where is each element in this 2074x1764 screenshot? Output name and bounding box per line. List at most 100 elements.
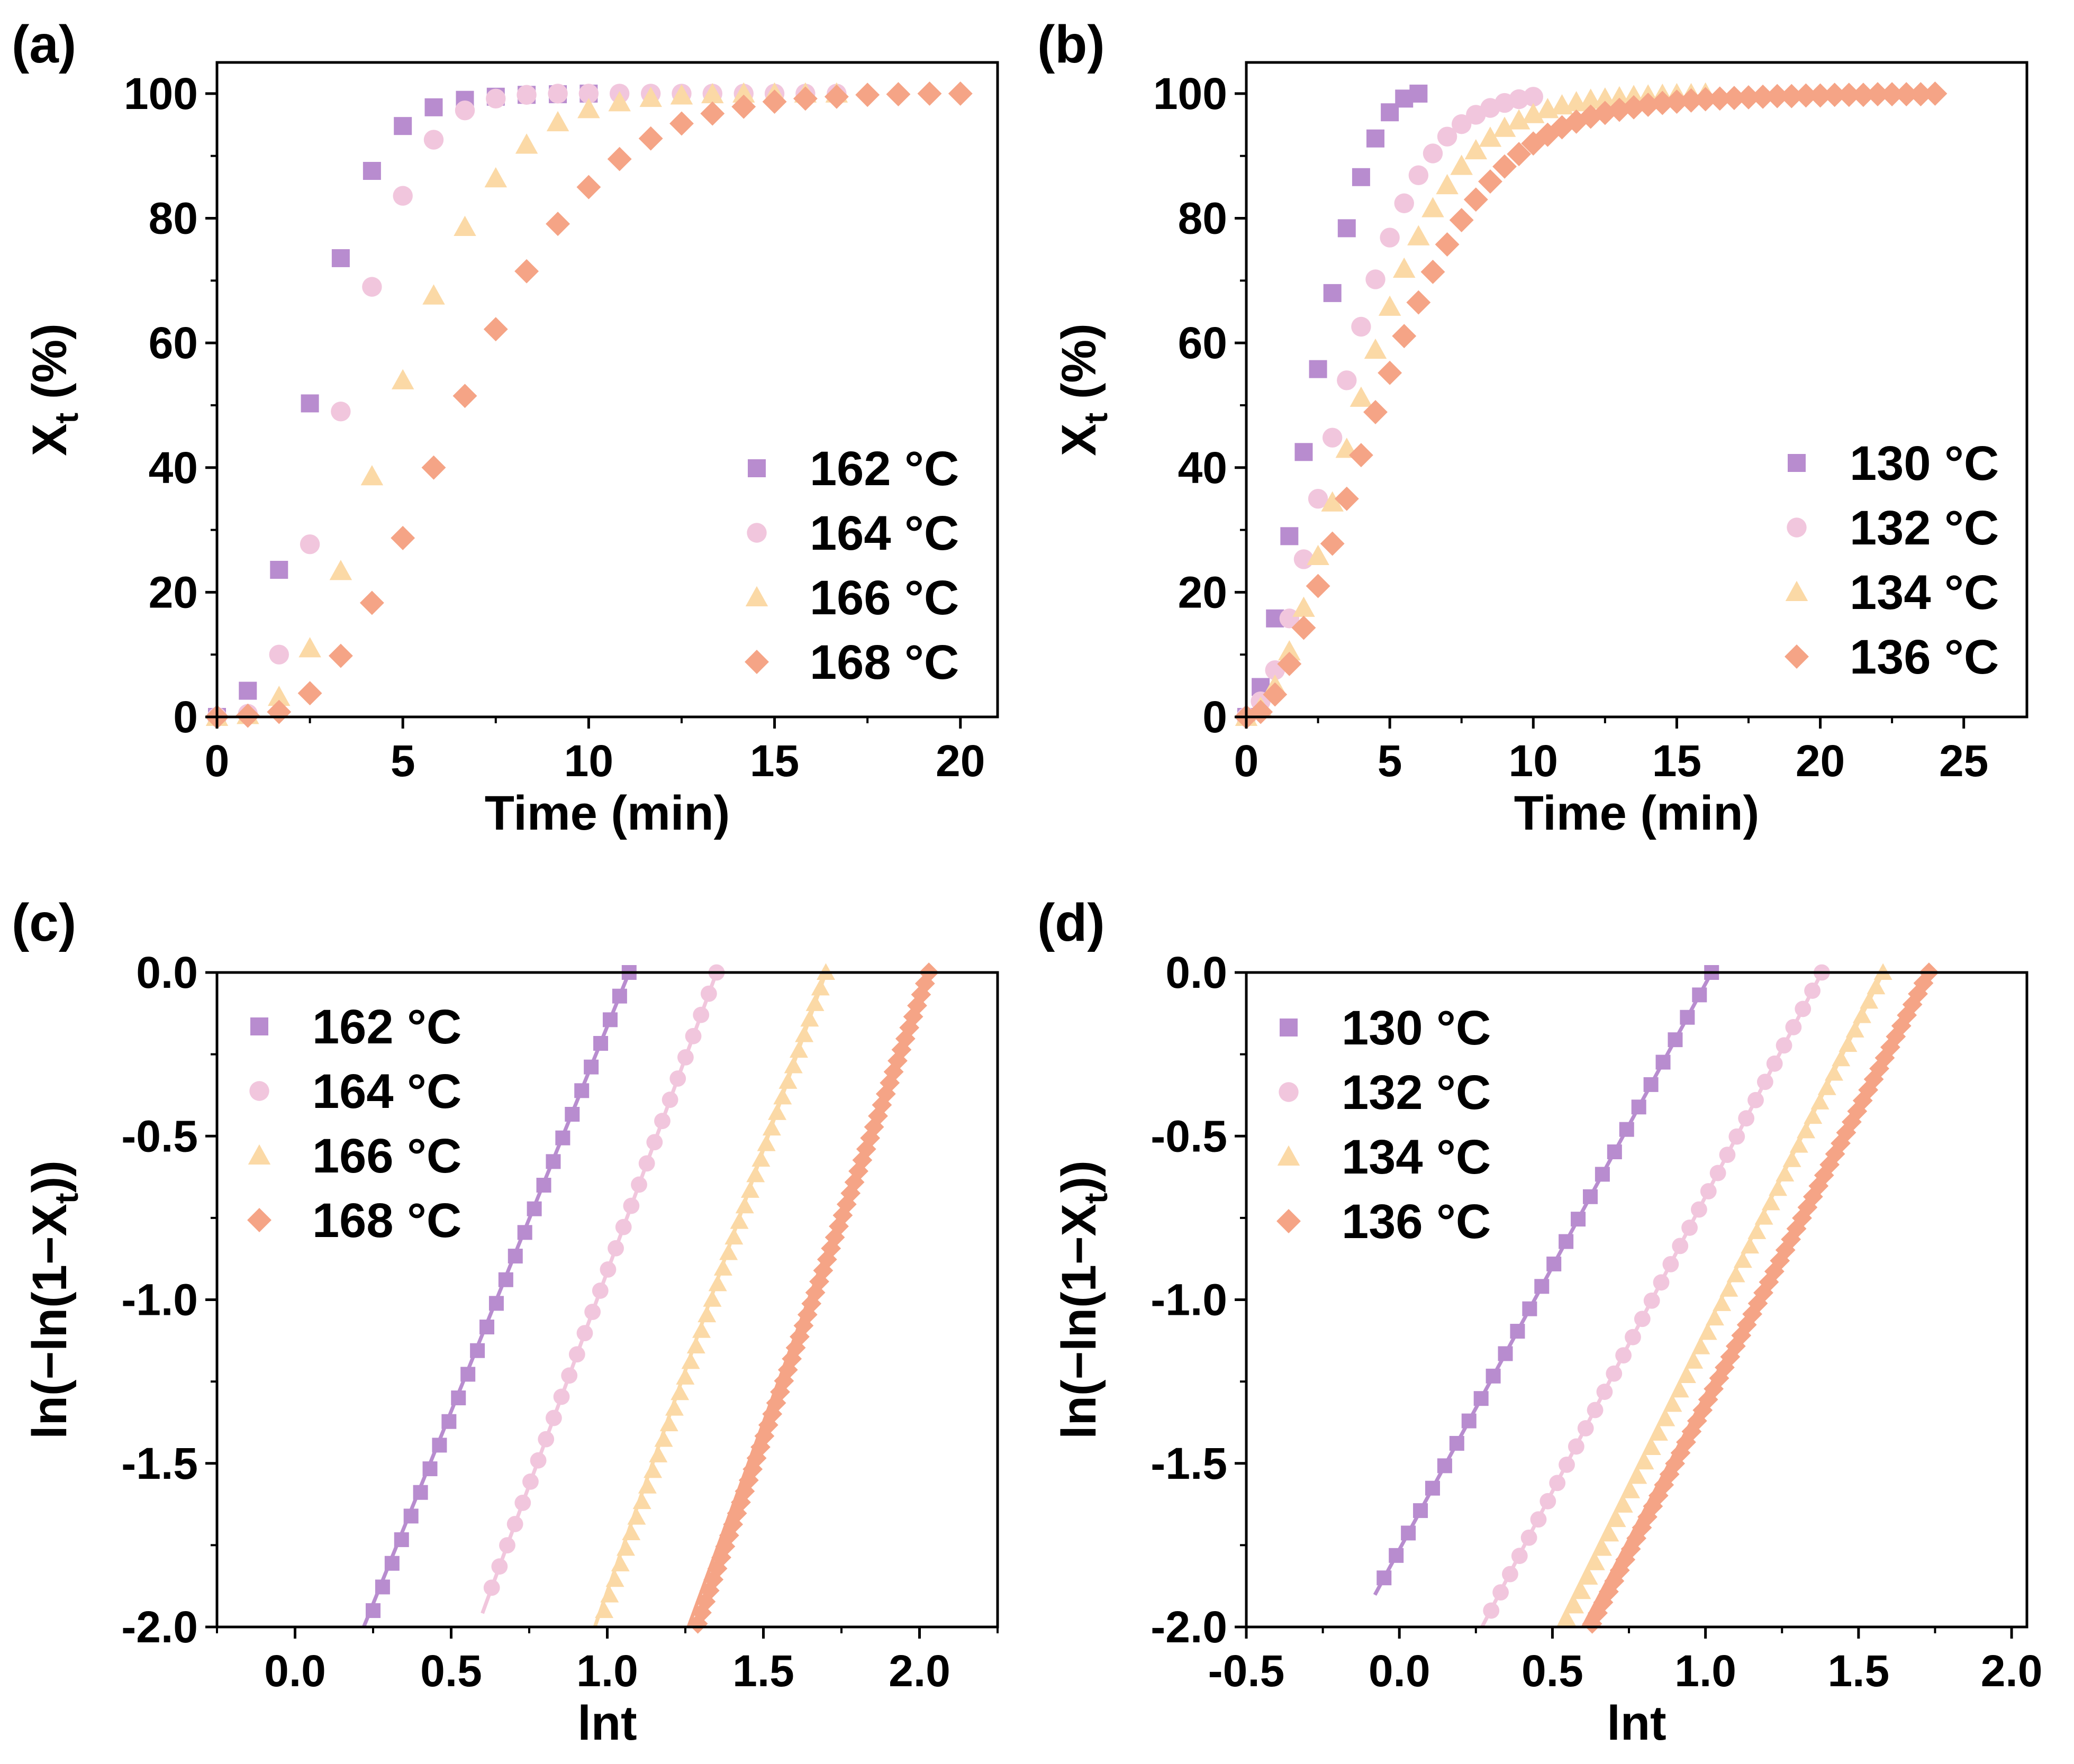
data-point — [1782, 1150, 1801, 1167]
data-point — [700, 985, 717, 1002]
legend-marker — [1785, 580, 1808, 601]
data-point — [538, 1431, 555, 1448]
data-point — [1747, 1092, 1764, 1108]
data-point — [793, 1315, 814, 1336]
data-point — [1622, 1481, 1641, 1498]
x-tick-label: 2.0 — [889, 1646, 950, 1696]
plot-frame — [215, 61, 999, 719]
x-tick-label: 0 — [1234, 736, 1259, 786]
data-point — [825, 1227, 845, 1248]
data-point — [536, 1178, 551, 1193]
data-point — [813, 1260, 834, 1281]
data-point — [1607, 1510, 1626, 1527]
data-point — [1337, 370, 1357, 390]
data-point — [1810, 1093, 1830, 1110]
x-axis-label: lnt — [1607, 1696, 1666, 1750]
data-point — [1604, 1571, 1625, 1592]
data-point — [732, 82, 755, 103]
data-point — [1751, 84, 1776, 109]
data-point — [1738, 1110, 1755, 1127]
data-point — [1571, 1212, 1586, 1227]
data-point — [1845, 1021, 1864, 1038]
x-tick-label: 5 — [1378, 736, 1402, 786]
data-point — [1836, 1122, 1856, 1143]
data-point — [751, 1150, 771, 1167]
data-point — [1785, 1019, 1802, 1035]
data-point — [1294, 443, 1313, 461]
data-point — [1376, 1570, 1392, 1586]
data-point — [1769, 1179, 1788, 1196]
data-point — [1279, 608, 1300, 629]
data-point — [1510, 1324, 1525, 1339]
data-point — [331, 249, 350, 267]
data-point — [864, 1117, 884, 1137]
y-tick-label: -1.5 — [1151, 1439, 1227, 1488]
data-point — [452, 384, 477, 408]
data-point — [662, 1092, 678, 1108]
data-point — [1539, 1493, 1556, 1510]
data-point — [1923, 81, 1948, 106]
data-point — [1352, 168, 1370, 186]
data-point — [499, 1537, 515, 1553]
data-point — [1804, 983, 1821, 999]
data-point — [545, 1410, 562, 1426]
data-point — [1705, 1308, 1724, 1326]
data-point — [546, 1154, 561, 1169]
y-tick-label: 0 — [173, 692, 198, 742]
data-point — [483, 1579, 500, 1596]
data-point — [1908, 82, 1933, 107]
data-point — [300, 534, 320, 554]
data-point — [1709, 1368, 1729, 1388]
data-point — [795, 1025, 814, 1042]
data-point — [754, 1426, 775, 1447]
data-point — [805, 1283, 826, 1303]
legend-label: 136 °C — [1342, 1195, 1491, 1249]
data-point — [1692, 1400, 1713, 1421]
data-point — [1672, 1238, 1689, 1254]
panel-d-label: (d) — [1037, 893, 1105, 952]
x-tick-label: -0.5 — [1208, 1646, 1285, 1696]
data-point — [1656, 1410, 1675, 1426]
y-tick-label: -2.0 — [121, 1602, 198, 1652]
data-point — [1348, 443, 1373, 468]
data-point — [1278, 640, 1301, 661]
data-point — [1599, 1581, 1619, 1602]
data-point — [1483, 1602, 1500, 1619]
data-point — [269, 644, 289, 665]
data-point — [766, 1393, 786, 1413]
data-point — [1847, 1101, 1868, 1122]
data-point — [1642, 1438, 1661, 1456]
data-point — [1408, 165, 1429, 185]
legend-label: 166 °C — [810, 571, 959, 625]
data-point — [1867, 977, 1886, 995]
data-point — [1719, 1147, 1736, 1163]
data-point — [1654, 1475, 1674, 1495]
data-point — [773, 1087, 792, 1105]
data-point — [719, 1243, 738, 1260]
data-point — [1722, 86, 1746, 111]
data-point — [1292, 596, 1315, 617]
data-point — [1308, 488, 1328, 509]
data-point — [486, 88, 506, 109]
data-point — [1323, 284, 1342, 302]
data-point — [1681, 1220, 1698, 1236]
data-point — [553, 1388, 570, 1405]
data-point — [911, 984, 931, 1005]
x-tick-label: 5 — [391, 736, 415, 786]
data-point — [782, 1349, 802, 1369]
data-point — [514, 1494, 531, 1511]
y-tick-label: -1.0 — [121, 1275, 198, 1325]
data-point — [1307, 544, 1329, 566]
data-point — [638, 1477, 657, 1494]
data-point — [1558, 1611, 1577, 1628]
data-point — [1869, 1058, 1889, 1079]
data-point — [1662, 1256, 1679, 1272]
data-point — [707, 1558, 728, 1579]
data-point — [1709, 1165, 1726, 1181]
data-point — [1753, 1283, 1773, 1303]
x-tick-label: 15 — [1652, 736, 1701, 786]
data-point — [1479, 126, 1502, 147]
data-point — [384, 1556, 400, 1571]
panel-b-label: (b) — [1037, 15, 1105, 74]
